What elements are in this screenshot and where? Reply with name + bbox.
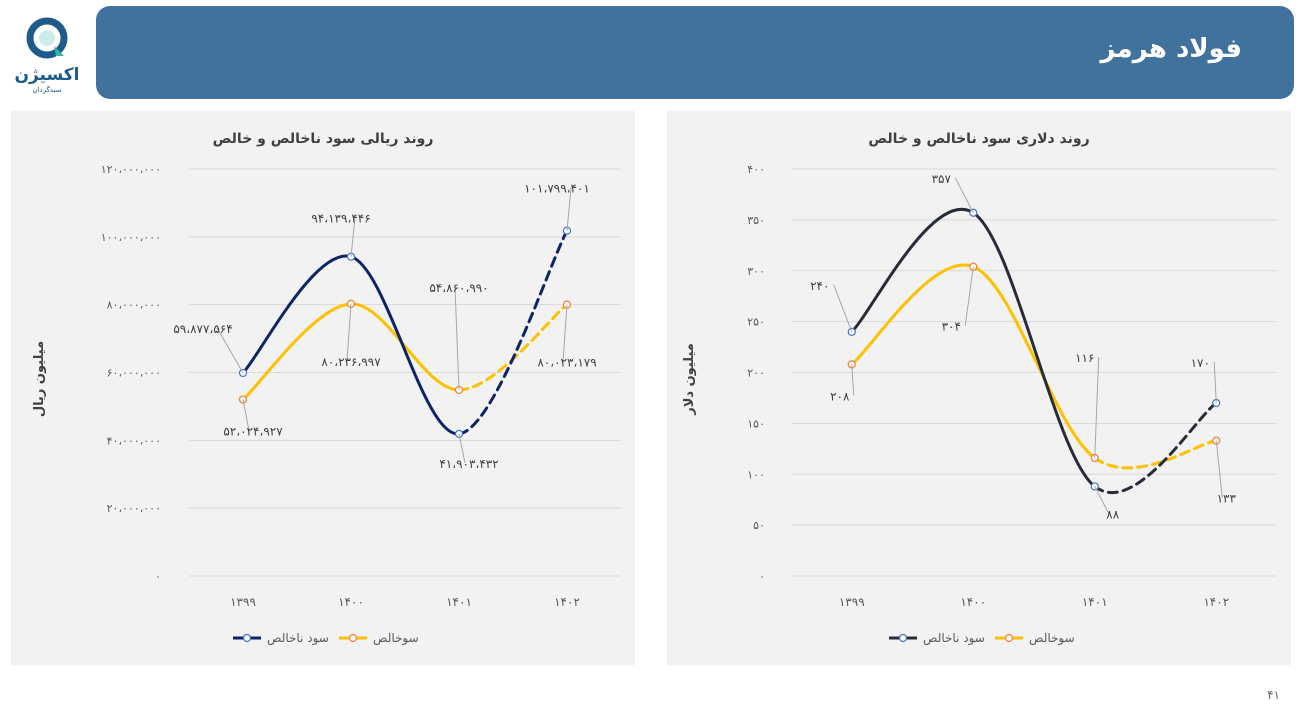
chart-rial: روند ریالی سود ناخالص و خالص میلیون ریال ۰… — [32, 131, 621, 646]
legend-label: سود ناخالص — [267, 631, 329, 646]
leader-line — [964, 266, 974, 326]
y-tick-label: ۰ — [759, 570, 765, 583]
y-tick-label: ۱۲۰،۰۰۰،۰۰۰ — [101, 163, 161, 176]
leader-line — [1094, 356, 1100, 458]
y-axis-label: میلیون ریال — [32, 341, 47, 417]
x-tick-label: ۱۴۰۲ — [1203, 595, 1229, 609]
series-line-segment — [971, 265, 1097, 460]
series-line-segment — [241, 254, 353, 375]
page-number: ۴۱ — [1267, 688, 1280, 702]
chart-title: روند دلاری سود ناخالص و خالص — [868, 131, 1089, 147]
legend-swatch-marker — [1004, 633, 1014, 643]
series-line-segment — [850, 263, 975, 366]
logo-brand-text: اکسیژن — [14, 65, 79, 85]
leader-line — [1094, 486, 1110, 514]
leader-line — [242, 399, 250, 431]
series-line-segment — [850, 208, 975, 334]
y-tick-label: ۱۵۰ — [747, 417, 765, 430]
data-label: ۹۴،۱۳۹،۴۴۶ — [311, 212, 370, 226]
y-tick-label: ۴۰۰ — [747, 163, 765, 176]
legend-swatch-marker — [898, 633, 908, 643]
y-tick-label: ۱۰۰ — [747, 468, 765, 481]
y-tick-label: ۳۰۰ — [747, 265, 765, 278]
leader-line — [350, 217, 356, 257]
data-label: ۵۹،۸۷۷،۵۶۴ — [173, 322, 232, 336]
series-line-segment — [457, 303, 569, 392]
legend-item: سوخالص — [339, 631, 419, 646]
series-line-segment — [457, 229, 569, 436]
data-label: ۳۵۷ — [932, 172, 952, 186]
data-label: ۱۱۶ — [1075, 351, 1094, 365]
company-logo: اکسیژن سبدگردان — [6, 12, 88, 96]
series-line-segment — [349, 302, 461, 392]
leader-line — [216, 327, 244, 374]
x-tick-label: ۱۴۰۱ — [446, 595, 472, 609]
legend-label: سوخالص — [373, 631, 419, 646]
legend-item: سود ناخالص — [233, 631, 329, 646]
page-title: فولاد هرمز — [1100, 34, 1242, 64]
y-tick-label: ۴۰،۰۰۰،۰۰۰ — [107, 434, 161, 447]
y-tick-label: ۵۰ — [753, 519, 765, 532]
y-tick-label: ۲۰۰ — [747, 367, 765, 380]
x-tick-label: ۱۳۹۹ — [230, 595, 256, 609]
leader-line — [566, 187, 572, 231]
y-tick-label: ۸۰،۰۰۰،۰۰۰ — [107, 299, 161, 312]
leader-line — [1213, 362, 1217, 404]
data-label: ۱۳۳ — [1217, 492, 1237, 506]
leader-line — [833, 284, 853, 332]
chart-panel-dollar: روند دلاری سود ناخالص و خالص میلیون دلار ۰… — [667, 111, 1291, 665]
leader-line — [458, 433, 466, 463]
data-label: ۲۰۸ — [830, 389, 850, 403]
data-label: ۳۰۴ — [942, 320, 961, 334]
data-label: ۸۰،۲۳۶،۹۹۷ — [321, 355, 381, 369]
x-tick-label: ۱۳۹۹ — [839, 595, 865, 609]
legend-swatch-marker — [348, 633, 358, 643]
data-label: ۲۴۰ — [810, 279, 829, 293]
chart-panel-rial: روند ریالی سود ناخالص و خالص میلیون ریال ۰… — [11, 111, 635, 665]
x-tick-label: ۱۴۰۲ — [554, 595, 580, 609]
data-label: ۱۰۱،۷۹۹،۴۰۱ — [524, 182, 590, 196]
series-line-segment — [1093, 439, 1218, 470]
y-axis-label: میلیون دلار — [682, 343, 697, 416]
y-tick-label: ۲۰،۰۰۰،۰۰۰ — [107, 502, 161, 515]
data-label: ۸۰،۰۲۳،۱۷۹ — [537, 356, 596, 370]
header-banner: فولاد هرمز — [96, 6, 1294, 99]
leader-line — [346, 303, 352, 361]
series-line-segment — [971, 211, 1097, 488]
leader-line — [851, 364, 855, 396]
leader-line — [454, 286, 460, 390]
legend-item: سوخالص — [995, 631, 1075, 646]
series-line-segment — [1093, 401, 1218, 495]
series-line-segment — [349, 255, 461, 436]
x-tick-label: ۱۴۰۰ — [338, 595, 364, 609]
logo-sub-text: سبدگردان — [32, 85, 61, 94]
leader-line — [954, 177, 974, 213]
data-label: ۴۱،۹۰۳،۴۳۲ — [439, 457, 498, 471]
data-label: ۸۸ — [1106, 507, 1119, 521]
leader-line — [562, 304, 568, 362]
data-label: ۵۲،۰۲۴،۹۲۷ — [223, 425, 283, 439]
y-tick-label: ۱۰۰،۰۰۰،۰۰۰ — [101, 231, 161, 244]
leader-line — [1215, 440, 1223, 498]
chart-dollar: روند دلاری سود ناخالص و خالص میلیون دلار ۰… — [682, 131, 1277, 646]
legend-label: سوخالص — [1029, 631, 1075, 646]
data-label: ۱۷۰ — [1191, 356, 1210, 370]
chart-title: روند ریالی سود ناخالص و خالص — [213, 131, 434, 147]
series-line-segment — [241, 302, 353, 402]
legend-swatch-marker — [242, 633, 252, 643]
x-tick-label: ۱۴۰۱ — [1082, 595, 1108, 609]
data-label: ۵۴،۸۶۰،۹۹۰ — [429, 281, 488, 295]
legend-item: سود ناخالص — [889, 631, 985, 646]
legend-label: سود ناخالص — [923, 631, 985, 646]
y-tick-label: ۲۵۰ — [747, 316, 765, 329]
y-tick-label: ۰ — [155, 570, 161, 583]
y-tick-label: ۳۵۰ — [747, 214, 765, 227]
x-tick-label: ۱۴۰۰ — [960, 595, 986, 609]
y-tick-label: ۶۰،۰۰۰،۰۰۰ — [107, 367, 161, 380]
